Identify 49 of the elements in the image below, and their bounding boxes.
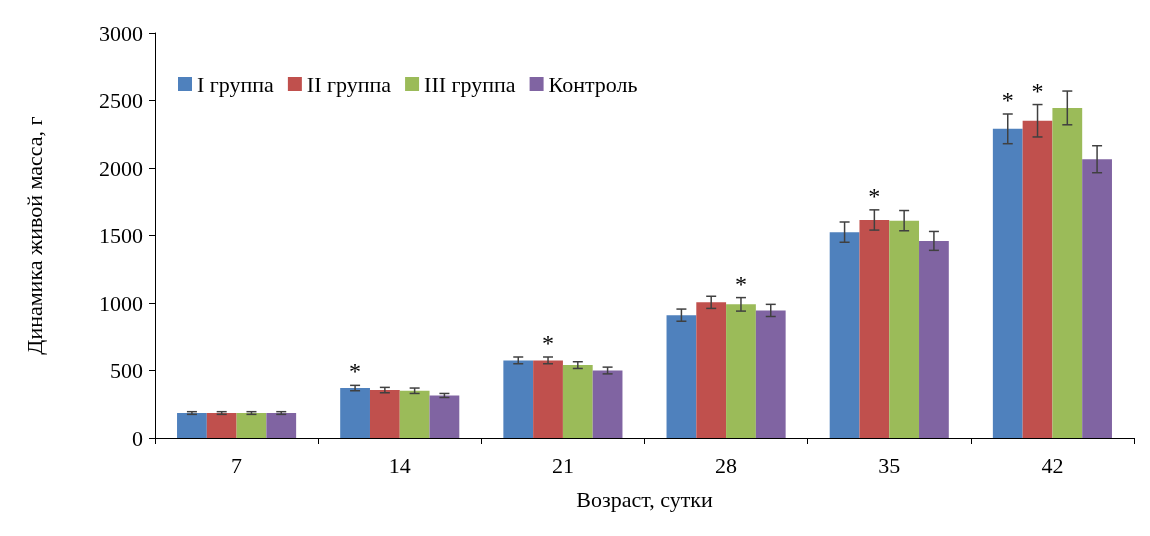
bar xyxy=(592,370,623,438)
legend-label: III группа xyxy=(424,71,516,97)
bar xyxy=(429,395,460,438)
data-label: * xyxy=(1001,87,1014,113)
legend-label: Контроль xyxy=(548,71,638,97)
bar xyxy=(236,413,267,438)
bar xyxy=(919,240,949,438)
y-tick-label: 2500 xyxy=(99,88,143,113)
y-tick-label: 500 xyxy=(110,358,143,383)
y-tick-label: 3000 xyxy=(99,20,143,46)
bar xyxy=(340,388,370,438)
bar xyxy=(829,232,860,438)
bar xyxy=(992,128,1023,438)
data-label: * xyxy=(868,182,881,209)
x-tick-label: 21 xyxy=(551,452,574,478)
x-tick-label: 28 xyxy=(715,452,738,478)
bar xyxy=(562,365,593,438)
bar xyxy=(399,390,430,438)
y-tick-label: 1500 xyxy=(99,223,143,248)
bar xyxy=(755,310,786,438)
bar xyxy=(859,219,890,438)
bar xyxy=(1082,159,1112,438)
bar xyxy=(1052,107,1083,438)
bar xyxy=(503,360,534,438)
bar xyxy=(266,413,297,438)
x-tick-label: 35 xyxy=(878,452,901,478)
y-tick-label: 2000 xyxy=(99,155,143,181)
bar xyxy=(177,413,207,438)
x-tick-label: 42 xyxy=(1041,452,1064,478)
y-axis-title: Динамика живой масса, г xyxy=(21,116,47,355)
x-tick-label: 14 xyxy=(388,452,411,478)
bar xyxy=(369,390,400,438)
data-label: * xyxy=(542,330,555,356)
bar xyxy=(1022,120,1053,438)
x-tick-label: 7 xyxy=(231,452,243,478)
bar xyxy=(696,302,727,438)
data-label: * xyxy=(349,358,362,385)
legend-label: II группа xyxy=(306,71,392,97)
bar xyxy=(666,315,697,438)
bar xyxy=(889,220,920,438)
data-label: * xyxy=(1031,77,1044,104)
bar xyxy=(206,413,237,438)
data-label: * xyxy=(734,270,747,297)
bar xyxy=(533,360,563,438)
y-tick-label: 0 xyxy=(132,425,143,451)
bar xyxy=(726,304,756,438)
x-axis-title: Возраст, сутки xyxy=(576,486,713,512)
legend-label: I группа xyxy=(197,71,275,97)
y-tick-label: 1000 xyxy=(99,290,143,316)
